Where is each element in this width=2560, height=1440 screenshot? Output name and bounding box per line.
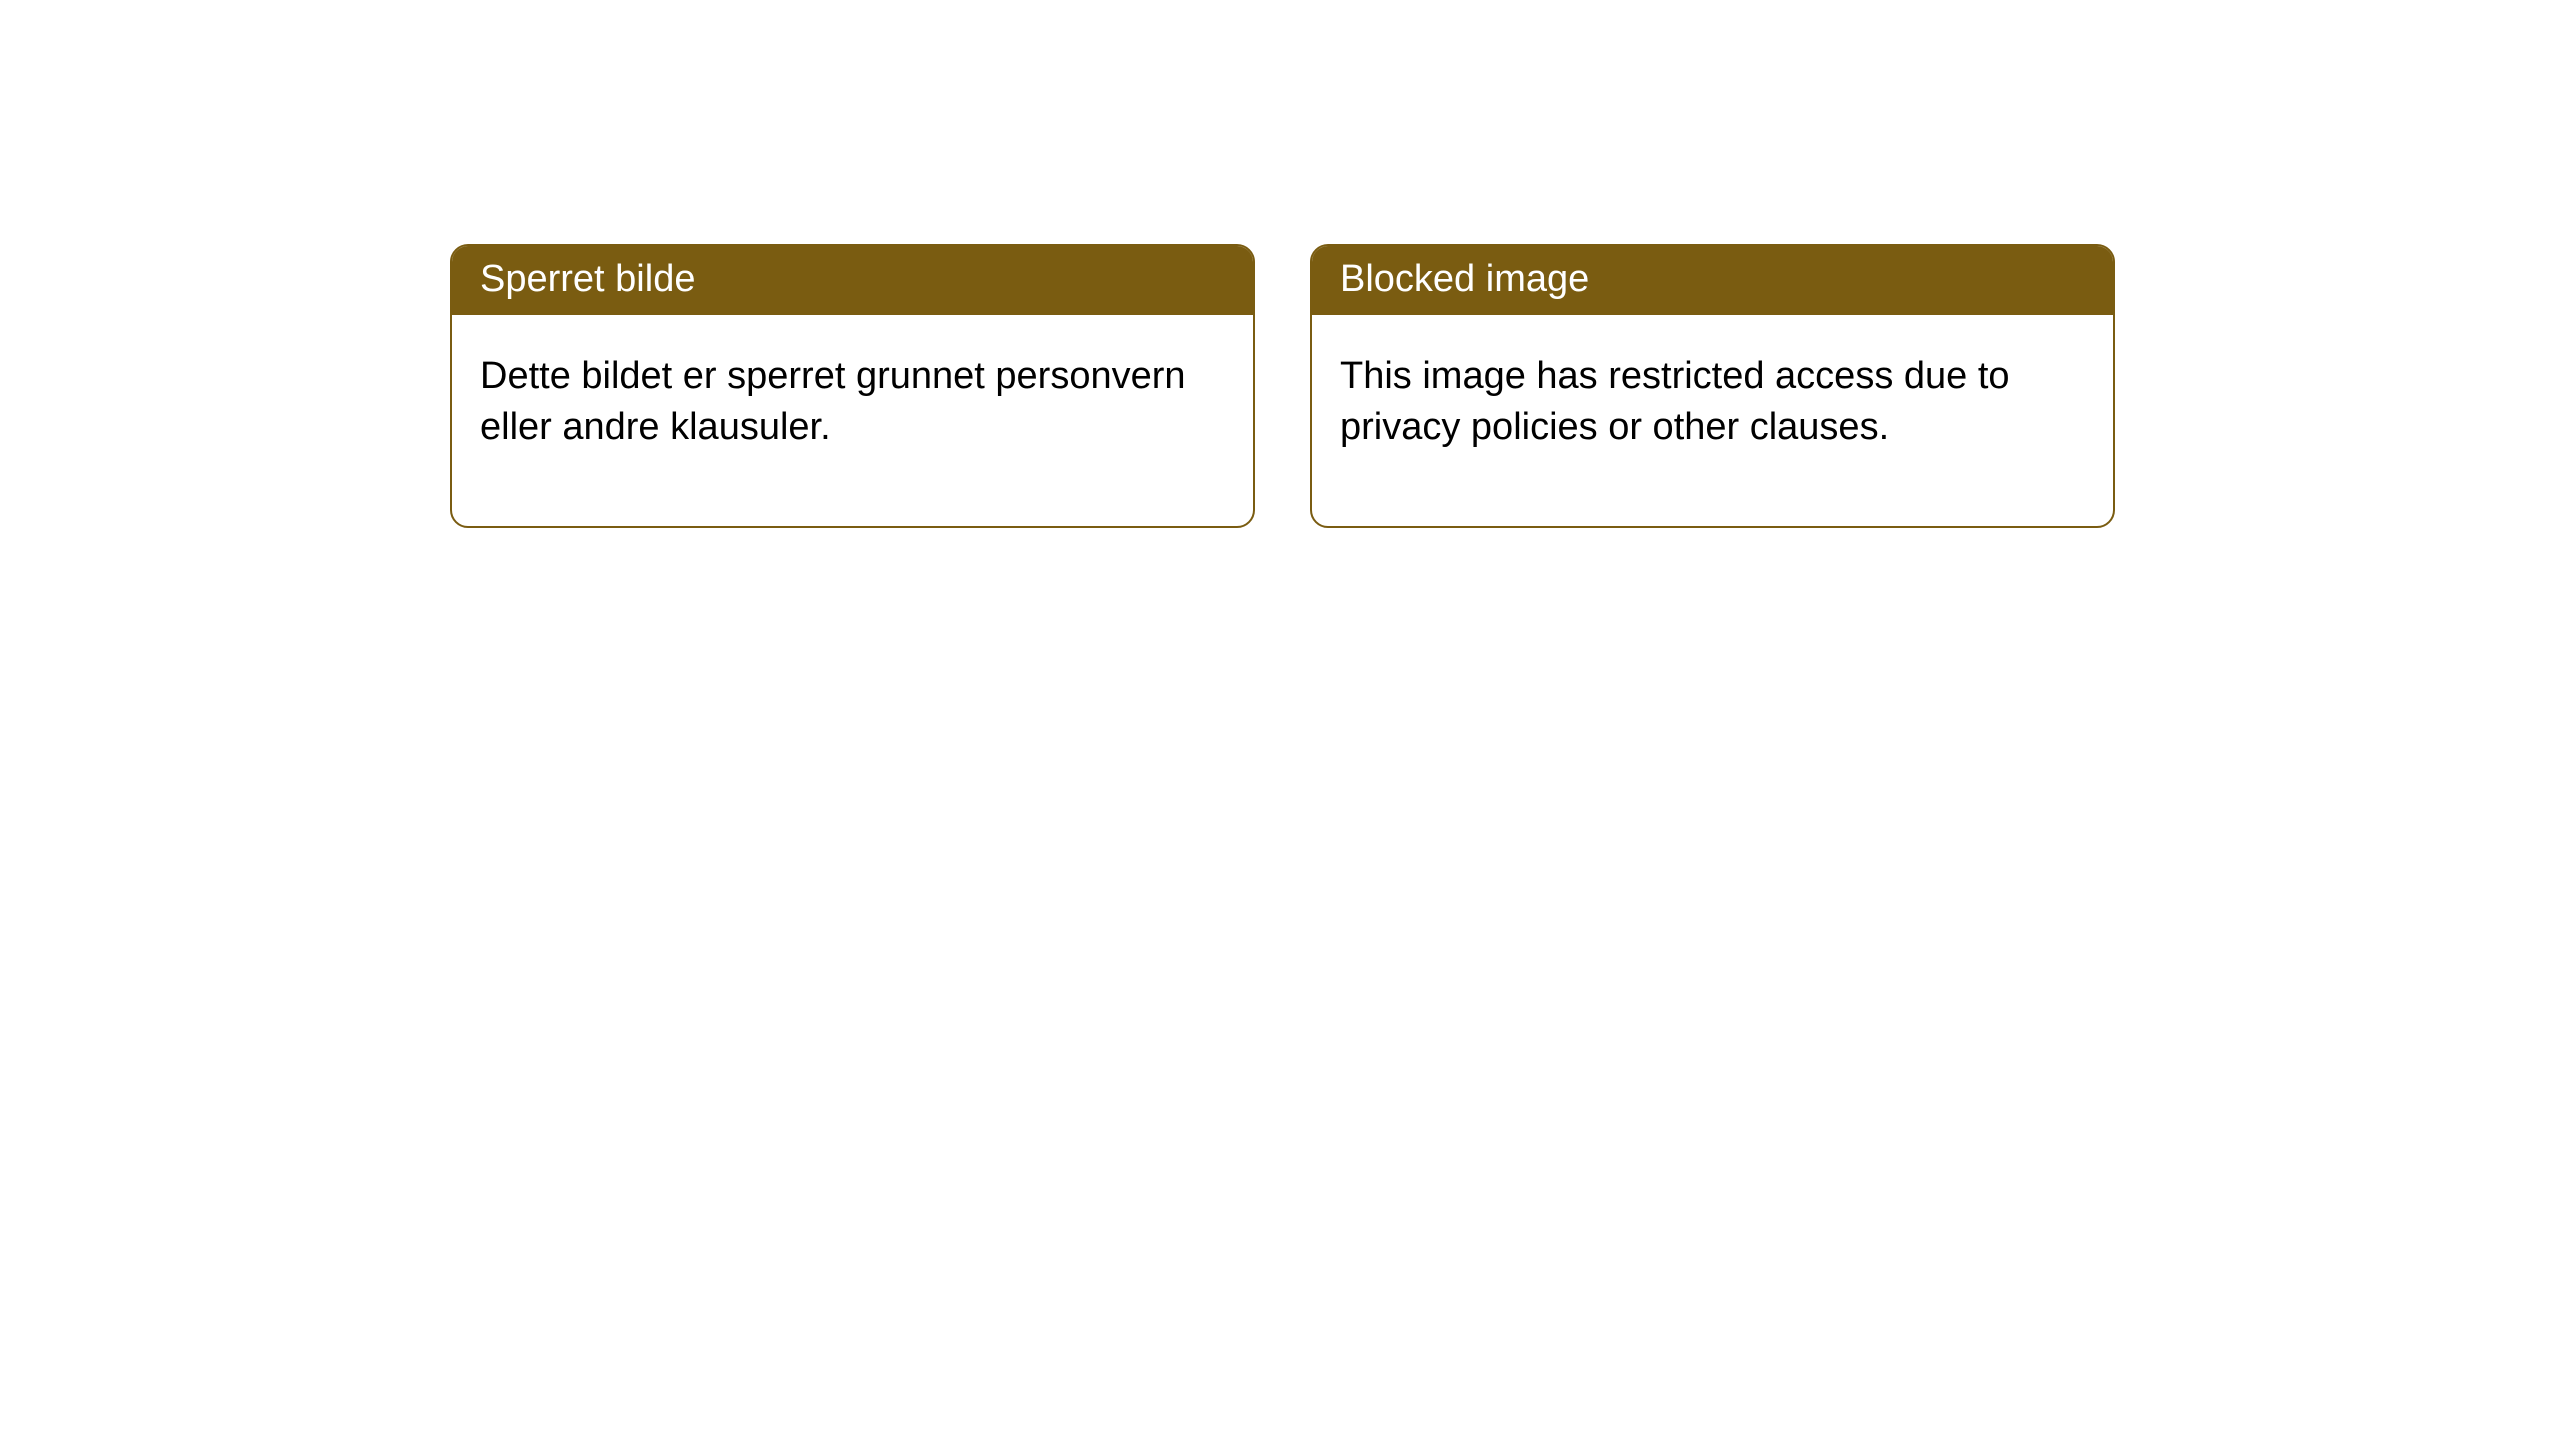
notice-container: Sperret bilde Dette bildet er sperret gr…: [0, 0, 2560, 528]
card-body: This image has restricted access due to …: [1312, 315, 2113, 526]
blocked-image-card-en: Blocked image This image has restricted …: [1310, 244, 2115, 528]
card-header: Blocked image: [1312, 246, 2113, 315]
blocked-image-card-no: Sperret bilde Dette bildet er sperret gr…: [450, 244, 1255, 528]
card-header: Sperret bilde: [452, 246, 1253, 315]
card-body: Dette bildet er sperret grunnet personve…: [452, 315, 1253, 526]
